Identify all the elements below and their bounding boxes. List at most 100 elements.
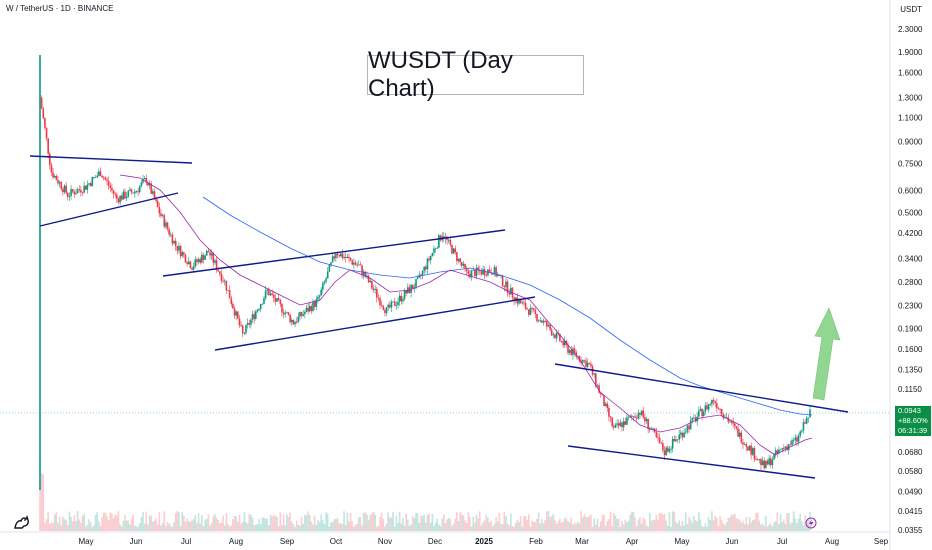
candle-body <box>209 252 211 256</box>
candle-body <box>58 182 61 184</box>
chart-title-annotation[interactable]: WUSDT (Day Chart) <box>367 47 584 102</box>
volume-bar <box>722 523 725 531</box>
volume-bar <box>621 521 623 531</box>
volume-bar <box>62 516 64 531</box>
candle-body <box>454 248 457 253</box>
candle-body <box>513 297 515 301</box>
candle-body <box>71 188 74 192</box>
candle-body <box>405 290 407 294</box>
volume-bar <box>784 523 787 531</box>
candle-body <box>570 350 573 356</box>
volume-bar <box>465 523 468 531</box>
volume-bar <box>456 512 458 531</box>
candle-body <box>119 195 121 203</box>
candle-body <box>323 281 326 284</box>
volume-bar <box>98 521 100 531</box>
volume-bar <box>711 511 713 531</box>
volume-bar <box>704 523 707 531</box>
candle-body <box>698 410 700 417</box>
candle-body <box>109 185 112 188</box>
volume-bar <box>351 521 354 531</box>
candle-body <box>492 273 494 275</box>
candle-body <box>138 186 141 193</box>
candle-body <box>702 411 705 417</box>
volume-bar <box>269 514 272 531</box>
volume-bar <box>490 520 493 531</box>
volume-bar <box>179 525 182 531</box>
volume-bar <box>202 525 205 531</box>
candle-body <box>331 256 334 263</box>
candle-body <box>753 448 756 460</box>
volume-bar <box>665 520 667 531</box>
time-axis[interactable]: May Jun Jul Aug Sep Oct Nov Dec 2025 Feb Mar Apr May… <box>78 537 888 546</box>
candle-body <box>514 297 517 301</box>
volume-bar <box>750 522 752 531</box>
volume-bar <box>354 524 357 531</box>
volume-bar <box>57 523 59 531</box>
candle-body <box>503 286 506 288</box>
volume-bar <box>809 511 811 531</box>
volume-bar <box>107 520 110 531</box>
volume-bar <box>207 514 210 531</box>
volume-bar <box>421 516 424 531</box>
candle-body <box>76 189 79 194</box>
price-axis[interactable]: 2.3000 1.9000 1.6000 1.3000 1.1000 0.9000 0.75… <box>898 25 923 535</box>
volume-bar <box>706 526 708 531</box>
volume-bar <box>382 518 385 531</box>
candle-body <box>377 297 380 299</box>
candle-body <box>460 262 463 266</box>
candle-body <box>501 275 504 287</box>
candle-body <box>709 404 712 405</box>
candle-body <box>606 403 609 408</box>
candle-body <box>371 280 373 289</box>
volume-bar <box>153 520 156 531</box>
volume-bar <box>340 523 342 531</box>
candle-body <box>560 341 563 342</box>
volume-bar <box>729 517 731 531</box>
volume-bar <box>277 526 280 531</box>
volume-bar <box>361 525 363 531</box>
candle-body <box>66 192 69 197</box>
candle-body <box>397 301 399 305</box>
badge-price: 0.0943 <box>898 406 921 415</box>
volume-bar <box>191 520 193 531</box>
tradingview-logo-icon[interactable] <box>12 512 32 532</box>
candle-body <box>657 436 659 438</box>
volume-bar <box>160 525 162 531</box>
volume-bar <box>299 525 301 531</box>
volume-bar <box>791 522 793 531</box>
volume-bar <box>238 514 241 531</box>
volume-bar <box>158 512 161 531</box>
candle-body <box>475 267 478 277</box>
candle-body <box>761 460 764 466</box>
volume-bar <box>738 519 741 531</box>
candle-body <box>132 192 134 194</box>
candle-body <box>544 320 546 322</box>
x-tick-label: Jul <box>181 537 191 546</box>
candle-body <box>536 314 538 322</box>
volume-bar <box>524 515 527 531</box>
candle-body <box>658 437 661 443</box>
candle-body <box>312 301 314 311</box>
flash-icon[interactable] <box>805 517 817 529</box>
volume-bar <box>673 512 676 531</box>
candle-body <box>246 323 249 325</box>
volume-bar <box>699 519 702 531</box>
candle-body <box>662 443 664 451</box>
x-tick-label: Nov <box>378 537 392 546</box>
candle-body <box>555 332 558 339</box>
candle-body <box>122 191 125 200</box>
candle-body <box>528 309 530 315</box>
candle-body <box>632 416 635 418</box>
volume-bar <box>745 516 748 531</box>
candle-body <box>714 401 716 404</box>
price-badge: 0.0943 +88.60% 06:31:39 <box>895 406 931 436</box>
candle-body <box>691 417 694 421</box>
volume-bar <box>719 515 721 531</box>
candle-body <box>552 334 555 336</box>
volume-bar <box>429 523 432 531</box>
candle-body <box>456 252 458 262</box>
candle-body <box>261 303 264 305</box>
y-tick-label: 0.0415 <box>898 507 923 516</box>
volume-bar <box>644 519 646 531</box>
